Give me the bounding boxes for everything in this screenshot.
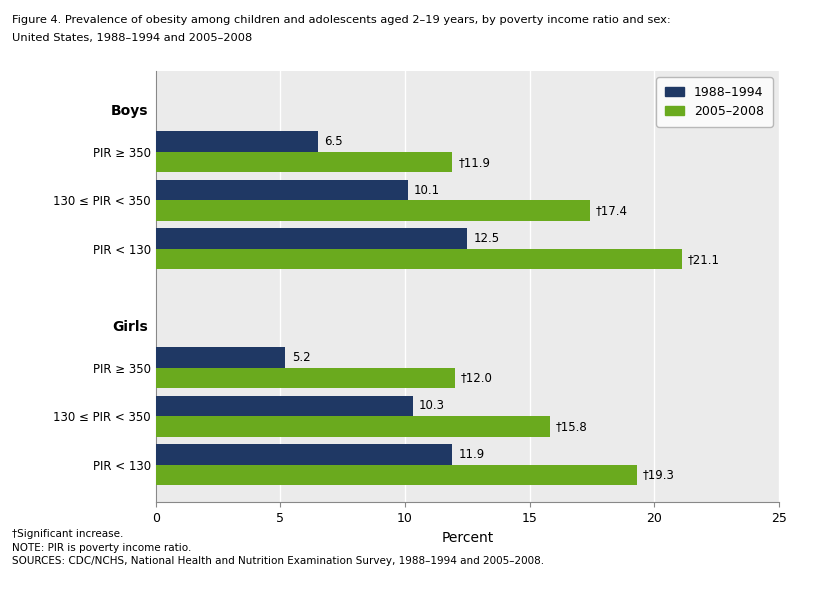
Bar bbox=[156, 368, 455, 388]
Text: Girls: Girls bbox=[112, 320, 148, 334]
Bar bbox=[156, 249, 681, 269]
Text: †12.0: †12.0 bbox=[460, 371, 492, 384]
Text: †19.3: †19.3 bbox=[642, 468, 674, 481]
Bar bbox=[156, 444, 452, 465]
Text: †15.8: †15.8 bbox=[555, 420, 587, 433]
Bar bbox=[156, 152, 452, 173]
Bar bbox=[156, 395, 412, 416]
Text: †Significant increase.: †Significant increase. bbox=[12, 529, 124, 539]
Text: 11.9: 11.9 bbox=[458, 448, 484, 461]
Text: United States, 1988–1994 and 2005–2008: United States, 1988–1994 and 2005–2008 bbox=[12, 33, 252, 43]
Bar bbox=[156, 131, 318, 152]
Text: 6.5: 6.5 bbox=[324, 135, 342, 148]
Text: Figure 4. Prevalence of obesity among children and adolescents aged 2–19 years, : Figure 4. Prevalence of obesity among ch… bbox=[12, 15, 670, 25]
Text: Boys: Boys bbox=[111, 105, 148, 118]
Text: 10.1: 10.1 bbox=[414, 184, 439, 197]
Bar bbox=[156, 228, 467, 249]
X-axis label: Percent: Percent bbox=[441, 531, 493, 545]
Bar bbox=[156, 180, 407, 200]
Text: NOTE: PIR is poverty income ratio.: NOTE: PIR is poverty income ratio. bbox=[12, 543, 192, 553]
Bar bbox=[156, 200, 589, 221]
Legend: 1988–1994, 2005–2008: 1988–1994, 2005–2008 bbox=[656, 77, 771, 127]
Text: †17.4: †17.4 bbox=[595, 204, 627, 217]
Bar bbox=[156, 465, 636, 485]
Text: 12.5: 12.5 bbox=[473, 232, 499, 245]
Text: †21.1: †21.1 bbox=[687, 252, 719, 265]
Bar bbox=[156, 347, 285, 368]
Text: SOURCES: CDC/NCHS, National Health and Nutrition Examination Survey, 1988–1994 a: SOURCES: CDC/NCHS, National Health and N… bbox=[12, 556, 544, 566]
Text: 10.3: 10.3 bbox=[419, 400, 444, 413]
Text: 5.2: 5.2 bbox=[292, 351, 310, 364]
Text: †11.9: †11.9 bbox=[458, 155, 490, 168]
Bar bbox=[156, 416, 549, 437]
